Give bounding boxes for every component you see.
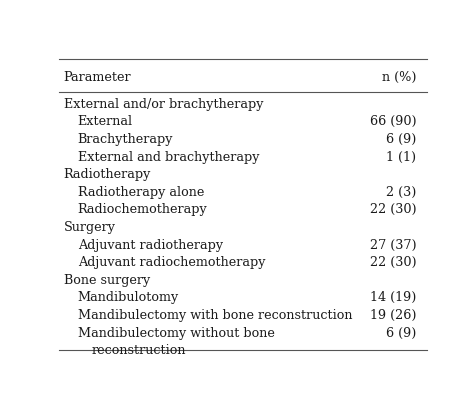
Text: n (%): n (%) xyxy=(382,71,416,84)
Text: 22 (30): 22 (30) xyxy=(370,203,416,217)
Text: reconstruction: reconstruction xyxy=(91,344,186,357)
Text: External and brachytherapy: External and brachytherapy xyxy=(78,151,259,164)
Text: Adjuvant radiochemotherapy: Adjuvant radiochemotherapy xyxy=(78,256,265,269)
Text: Adjuvant radiotherapy: Adjuvant radiotherapy xyxy=(78,239,223,251)
Text: 1 (1): 1 (1) xyxy=(386,151,416,164)
Text: External and/or brachytherapy: External and/or brachytherapy xyxy=(64,98,263,111)
Text: 6 (9): 6 (9) xyxy=(386,133,416,146)
Text: 19 (26): 19 (26) xyxy=(370,309,416,322)
Text: 66 (90): 66 (90) xyxy=(370,115,416,128)
Text: Mandibulectomy without bone: Mandibulectomy without bone xyxy=(78,327,274,340)
Text: Surgery: Surgery xyxy=(64,221,116,234)
Text: Radiotherapy alone: Radiotherapy alone xyxy=(78,186,204,199)
Text: External: External xyxy=(78,115,133,128)
Text: Brachytherapy: Brachytherapy xyxy=(78,133,173,146)
Text: Mandibulotomy: Mandibulotomy xyxy=(78,292,179,304)
Text: 14 (19): 14 (19) xyxy=(370,292,416,304)
Text: 6 (9): 6 (9) xyxy=(386,327,416,340)
Text: Parameter: Parameter xyxy=(64,71,131,84)
Text: Radiotherapy: Radiotherapy xyxy=(64,168,151,181)
Text: 27 (37): 27 (37) xyxy=(370,239,416,251)
Text: Mandibulectomy with bone reconstruction: Mandibulectomy with bone reconstruction xyxy=(78,309,352,322)
Text: 22 (30): 22 (30) xyxy=(370,256,416,269)
Text: 2 (3): 2 (3) xyxy=(386,186,416,199)
Text: Radiochemotherapy: Radiochemotherapy xyxy=(78,203,207,217)
Text: Bone surgery: Bone surgery xyxy=(64,274,150,287)
